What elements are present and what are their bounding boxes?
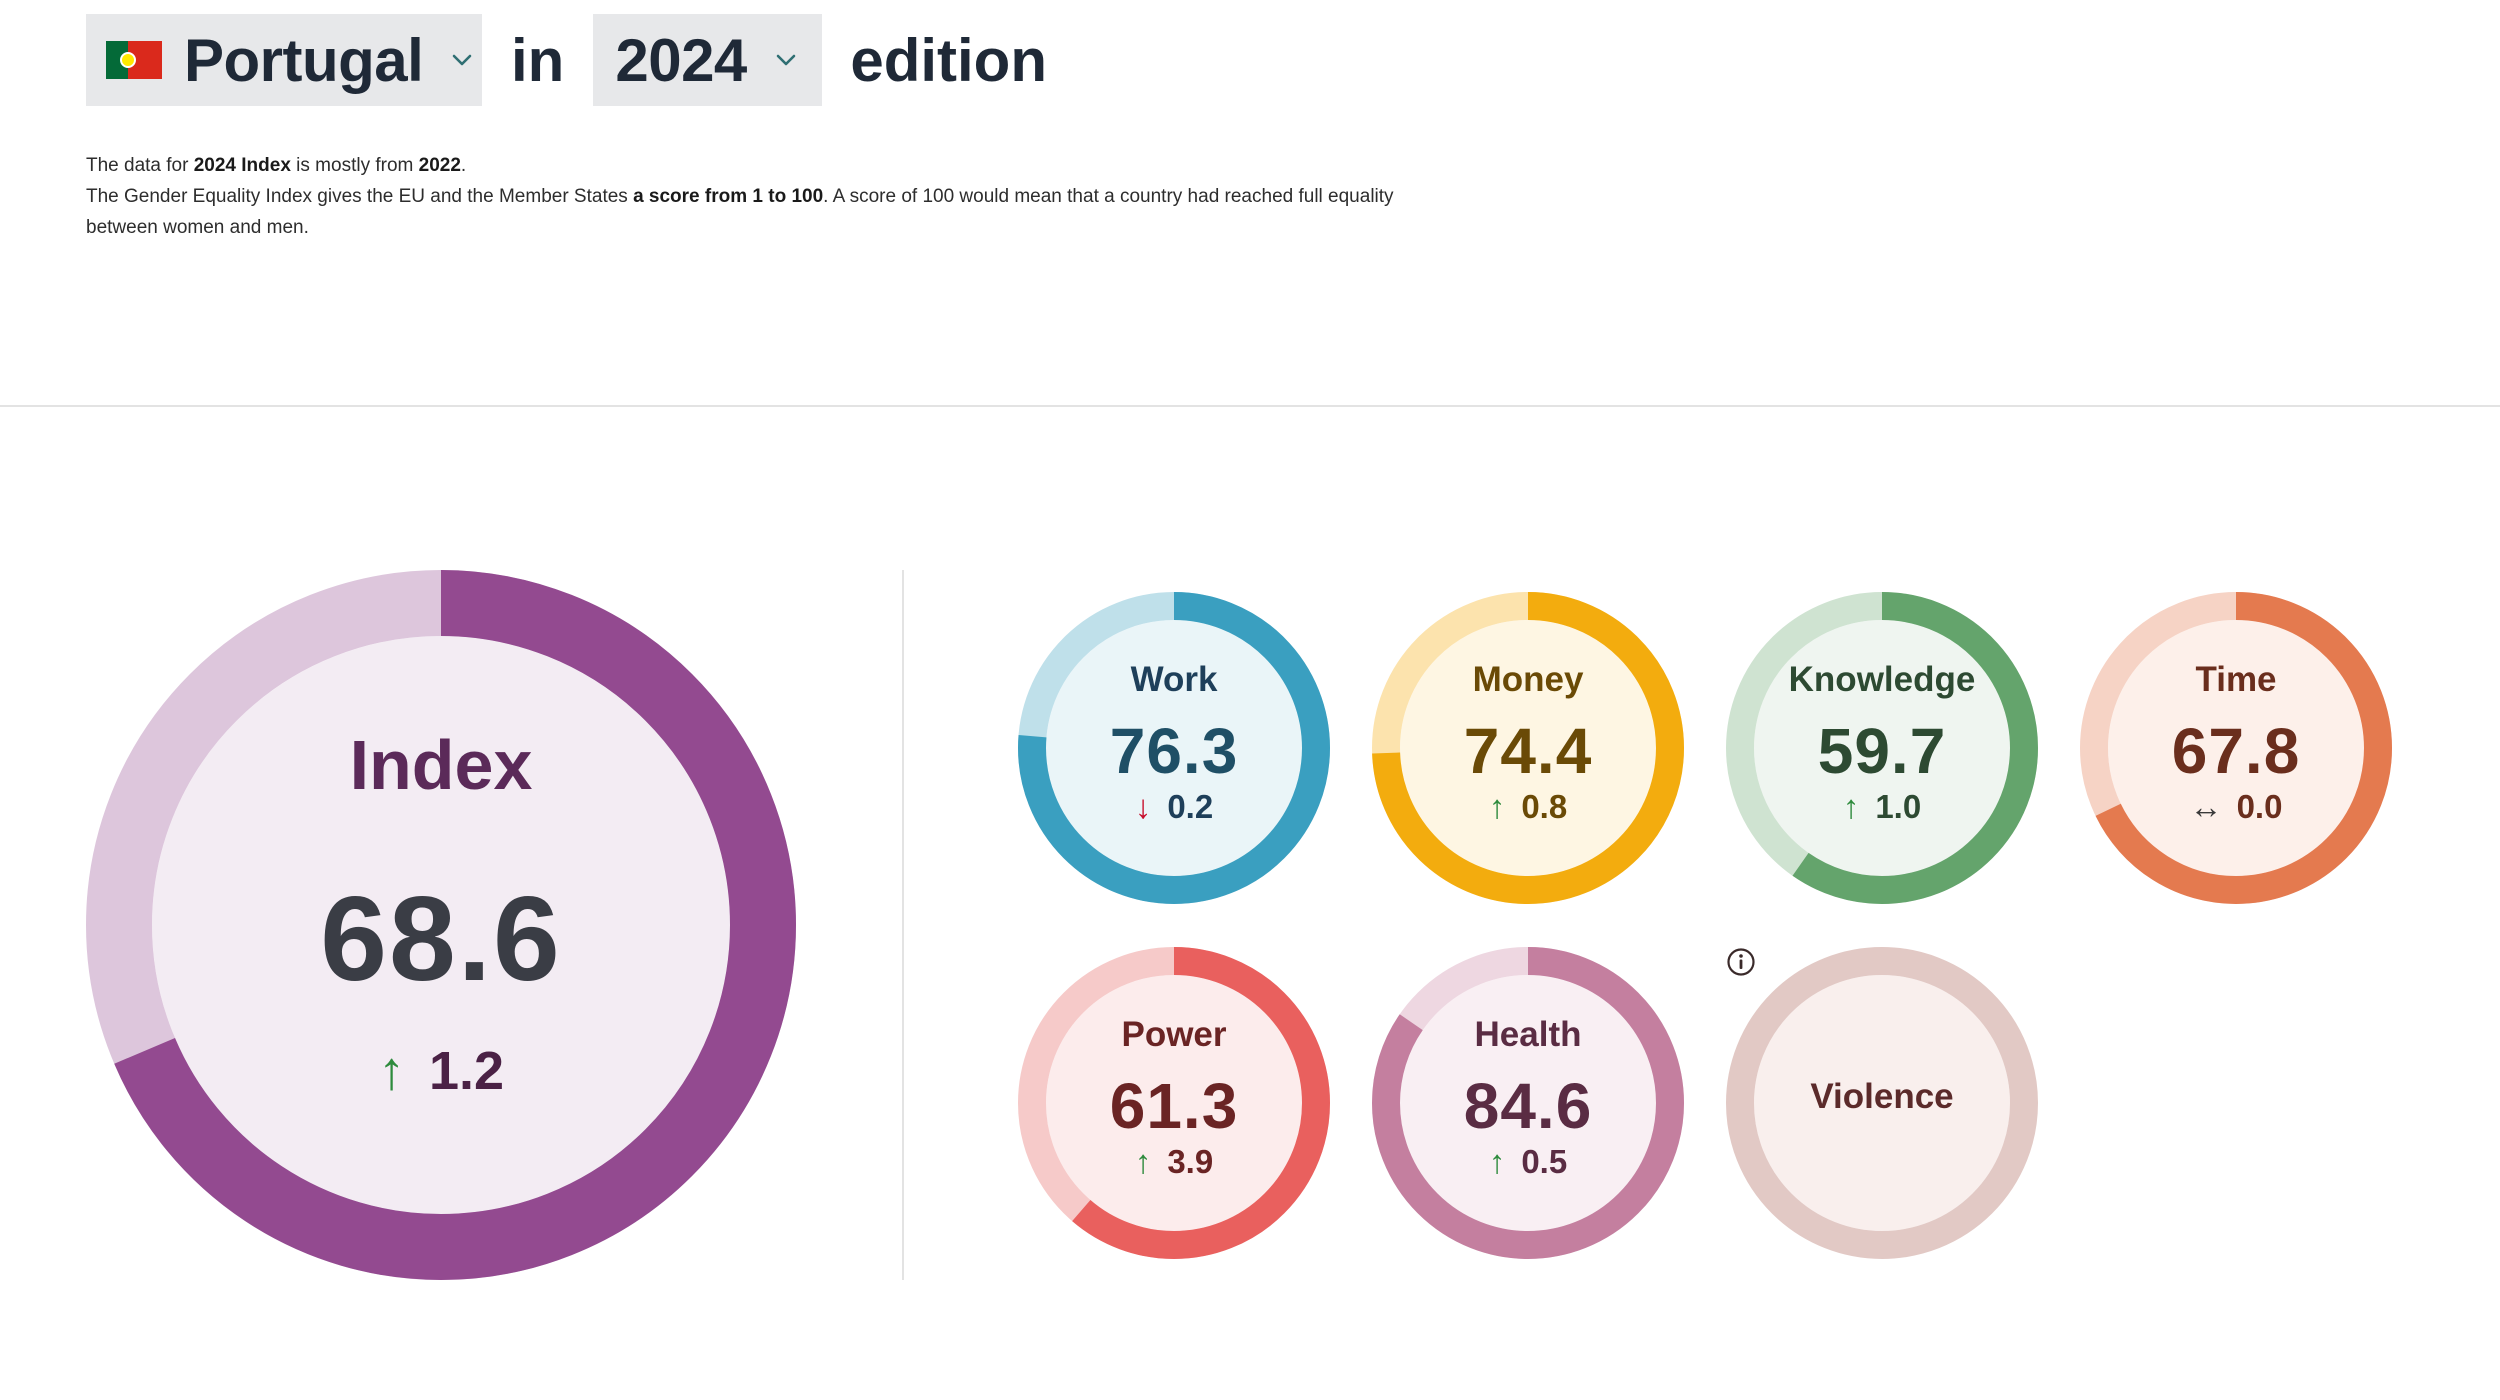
score-explanation: The Gender Equality Index gives the EU a… bbox=[86, 186, 1394, 238]
index-title: Index bbox=[349, 726, 533, 804]
money-change-value: 0.8 bbox=[1521, 788, 1568, 825]
data-year-note: The data for 2024 Index is mostly from 2… bbox=[86, 155, 467, 176]
domain-ring-money[interactable]: Money 74.4 ↑ 0.8 bbox=[1372, 592, 1684, 904]
health-title: Health bbox=[1474, 1015, 1582, 1054]
work-score-value: 76.3 bbox=[1109, 715, 1239, 787]
info-icon[interactable] bbox=[1726, 947, 1756, 977]
index-progress-arc bbox=[86, 570, 796, 1280]
work-change-value: 0.2 bbox=[1167, 788, 1214, 825]
knowledge-change-value: 1.0 bbox=[1875, 788, 1922, 825]
time-change-value: 0.0 bbox=[2236, 788, 2283, 825]
power-progress-arc bbox=[1018, 947, 1330, 1259]
country-select[interactable]: Portugal bbox=[86, 14, 482, 106]
health-score-value: 84.6 bbox=[1463, 1070, 1593, 1142]
arrow-up-icon: ↑ bbox=[1842, 788, 1860, 825]
health-ring-graphic bbox=[1372, 947, 1684, 1259]
arrow-up-icon: ↑ bbox=[1134, 1143, 1152, 1180]
domain-ring-power[interactable]: Power 61.3 ↑ 3.9 bbox=[1018, 947, 1330, 1259]
year-select-label: 2024 bbox=[615, 26, 747, 94]
knowledge-title: Knowledge bbox=[1788, 660, 1976, 699]
time-title: Time bbox=[2195, 660, 2277, 699]
power-change: ↑ 3.9 bbox=[1018, 1143, 1330, 1181]
domain-ring-knowledge[interactable]: Knowledge 59.7 ↑ 1.0 bbox=[1726, 592, 2038, 904]
money-score-value: 74.4 bbox=[1463, 715, 1593, 787]
arrow-up-icon: ↑ bbox=[1488, 788, 1506, 825]
power-ring-graphic bbox=[1018, 947, 1330, 1259]
money-change: ↑ 0.8 bbox=[1372, 788, 1684, 826]
chevron-down-icon bbox=[776, 54, 796, 66]
arrow-down-icon: ↓ bbox=[1134, 788, 1152, 825]
work-title: Work bbox=[1130, 660, 1218, 699]
time-progress-arc bbox=[2080, 592, 2392, 904]
knowledge-progress-arc bbox=[1726, 592, 2038, 904]
money-progress-arc bbox=[1372, 592, 1684, 904]
time-change: ↔ 0.0 bbox=[2080, 788, 2392, 826]
knowledge-ring-graphic bbox=[1726, 592, 2038, 904]
knowledge-score-value: 59.7 bbox=[1817, 715, 1947, 787]
work-progress-arc bbox=[1018, 592, 1330, 904]
index-description: The data for 2024 Index is mostly from 2… bbox=[86, 150, 1416, 243]
arrow-up-icon: ↑ bbox=[377, 1041, 405, 1101]
health-progress-arc bbox=[1372, 947, 1684, 1259]
arrow-left-right-icon: ↔ bbox=[2189, 788, 2223, 825]
section-divider bbox=[0, 405, 2500, 407]
index-change: ↑ 1.2 bbox=[86, 1040, 796, 1102]
violence-ring-graphic bbox=[1726, 947, 2038, 1259]
index-change-value: 1.2 bbox=[428, 1041, 505, 1101]
power-title: Power bbox=[1121, 1015, 1227, 1054]
year-select[interactable]: 2024 bbox=[593, 14, 823, 106]
country-select-label: Portugal bbox=[184, 26, 424, 94]
violence-title: Violence bbox=[1810, 1077, 1954, 1116]
domain-ring-violence[interactable]: Violence bbox=[1726, 947, 2038, 1259]
index-ring-graphic bbox=[86, 570, 796, 1280]
domain-ring-health[interactable]: Health 84.6 ↑ 0.5 bbox=[1372, 947, 1684, 1259]
work-change: ↓ 0.2 bbox=[1018, 788, 1330, 826]
work-ring-graphic bbox=[1018, 592, 1330, 904]
index-score-value: 68.6 bbox=[320, 872, 562, 1006]
money-title: Money bbox=[1472, 660, 1584, 699]
money-ring-graphic bbox=[1372, 592, 1684, 904]
portugal-flag-icon bbox=[106, 41, 162, 79]
domain-ring-time[interactable]: Time 67.8 ↔ 0.0 bbox=[2080, 592, 2392, 904]
power-score-value: 61.3 bbox=[1109, 1070, 1239, 1142]
edition-label: edition bbox=[850, 26, 1047, 94]
in-label: in bbox=[511, 26, 565, 94]
vertical-divider bbox=[902, 570, 904, 1280]
domain-ring-work[interactable]: Work 76.3 ↓ 0.2 bbox=[1018, 592, 1330, 904]
index-score-ring[interactable]: Index 68.6 ↑ 1.2 bbox=[86, 570, 796, 1280]
arrow-up-icon: ↑ bbox=[1488, 1143, 1506, 1180]
chevron-down-icon bbox=[453, 54, 472, 66]
power-change-value: 3.9 bbox=[1167, 1143, 1214, 1180]
health-change-value: 0.5 bbox=[1521, 1143, 1568, 1180]
edition-selector-row: Portugal in 2024 edition bbox=[86, 14, 1047, 106]
knowledge-change: ↑ 1.0 bbox=[1726, 788, 2038, 826]
health-change: ↑ 0.5 bbox=[1372, 1143, 1684, 1181]
time-ring-graphic bbox=[2080, 592, 2392, 904]
time-score-value: 67.8 bbox=[2171, 715, 2301, 787]
